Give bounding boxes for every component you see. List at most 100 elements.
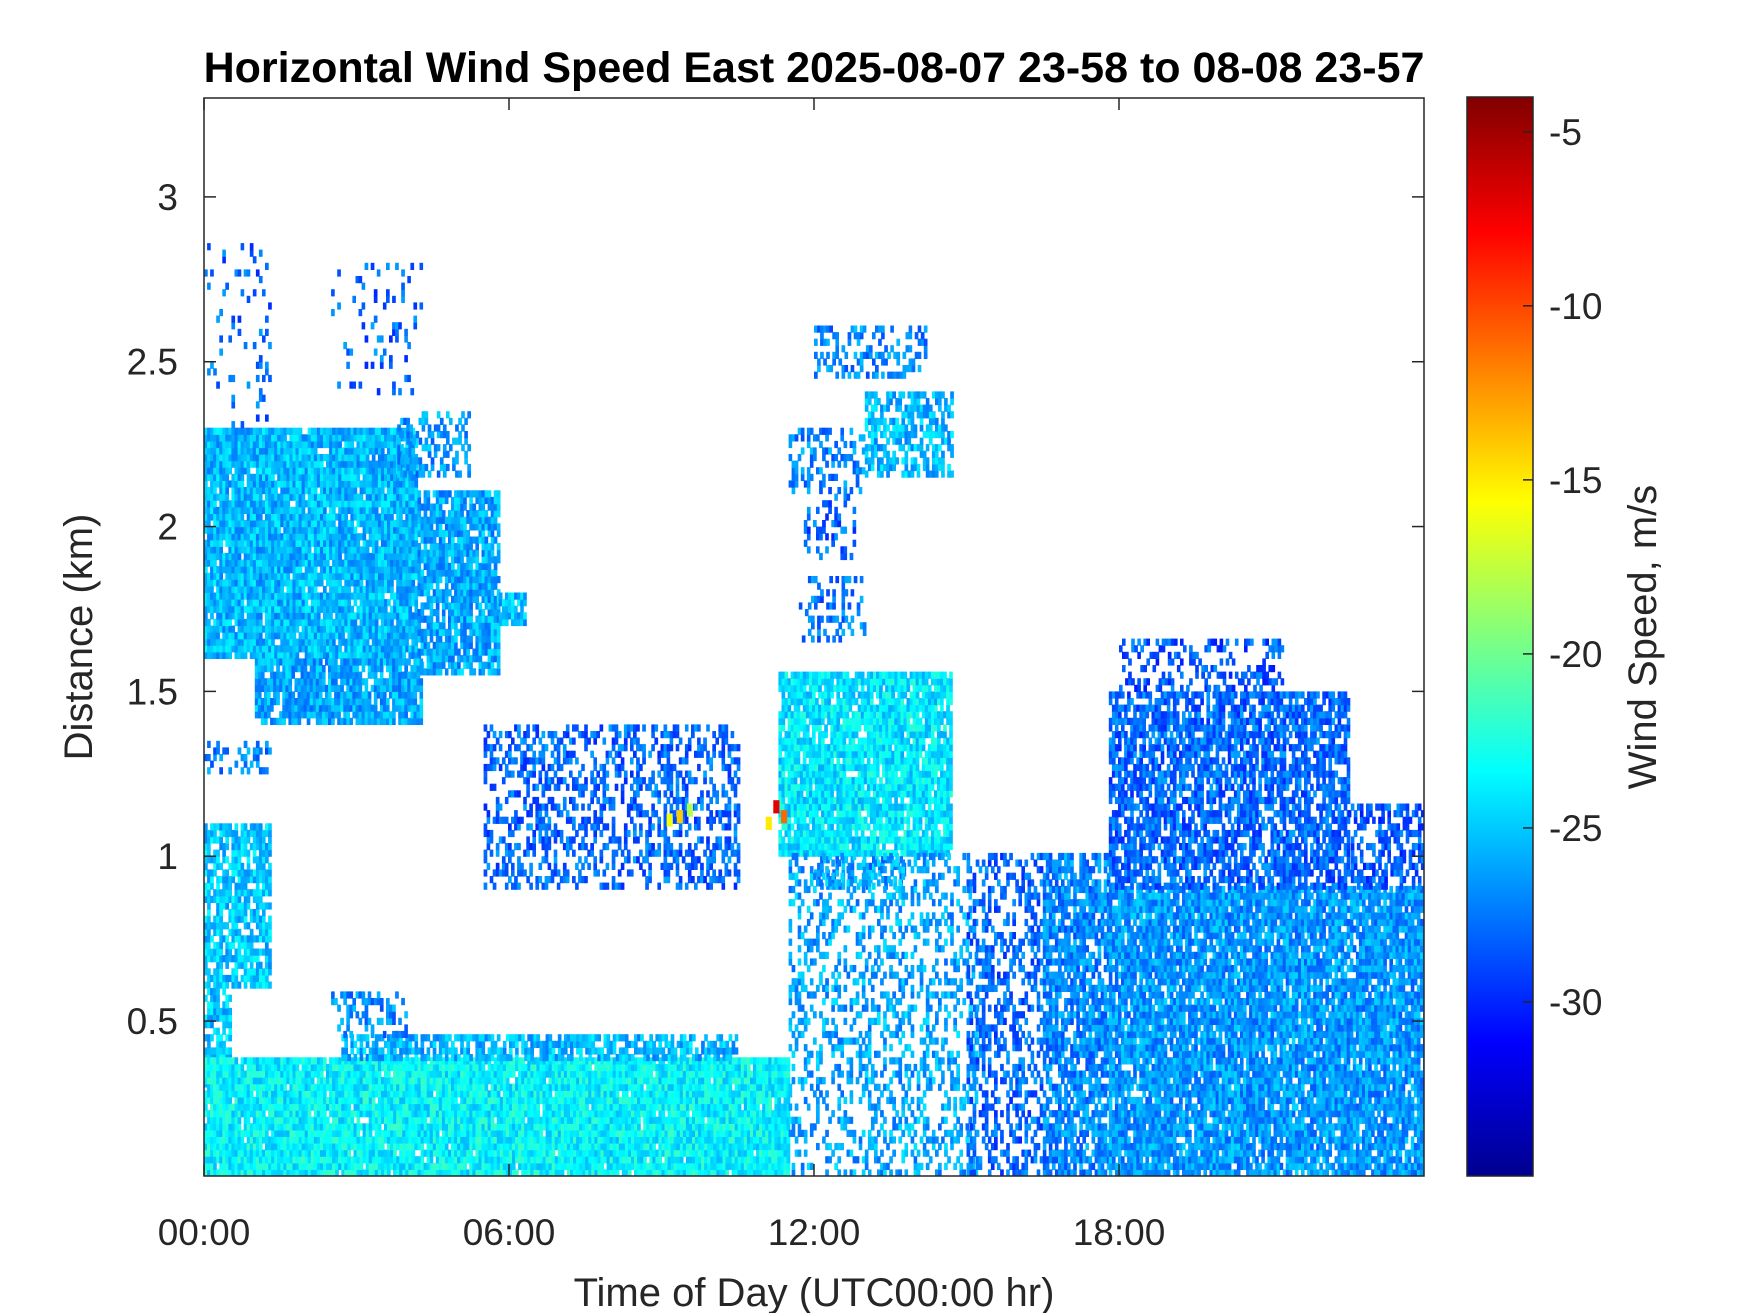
heatmap-cell [295, 612, 300, 620]
heatmap-cell [246, 955, 251, 963]
heatmap-cell [370, 322, 375, 330]
heatmap-cell [231, 552, 236, 561]
heatmap-cell [237, 427, 242, 435]
heatmap-cell [207, 460, 211, 468]
heatmap-cell [496, 556, 501, 564]
heatmap-cell [365, 579, 370, 587]
heatmap-cell [286, 460, 291, 468]
heatmap-cell [274, 533, 278, 541]
heatmap-cell [359, 618, 364, 627]
heatmap-cell [356, 513, 361, 521]
heatmap-cell [457, 549, 461, 557]
heatmap-cell [326, 427, 330, 435]
heatmap-cell [213, 427, 217, 435]
heatmap-cell [393, 612, 397, 620]
heatmap-cell [451, 569, 455, 577]
heatmap-cell [353, 533, 358, 541]
heatmap-cell [396, 645, 400, 653]
heatmap-cell [258, 585, 263, 594]
heatmap-cell [411, 520, 416, 528]
heatmap-cell [392, 717, 396, 725]
heatmap-cell [255, 454, 260, 462]
heatmap-cell [373, 295, 378, 303]
heatmap-cell [204, 559, 208, 567]
heatmap-cell [234, 526, 239, 534]
heatmap-cell [429, 628, 434, 636]
heatmap-cell [423, 628, 428, 636]
heatmap-cell [310, 605, 315, 613]
heatmap-cell [429, 668, 434, 676]
heatmap-cell [213, 546, 217, 554]
heatmap-cell [228, 447, 232, 455]
heatmap-cell [326, 467, 330, 475]
heatmap-cell [225, 856, 229, 864]
heatmap-cell [377, 559, 382, 567]
heatmap-cell [424, 444, 429, 452]
heatmap-cell [344, 638, 348, 646]
heatmap-cell [396, 539, 400, 547]
heatmap-cell [304, 539, 309, 547]
heatmap-cell [393, 566, 397, 574]
heatmap-cell [265, 513, 269, 521]
heatmap-cell [243, 981, 248, 989]
heatmap-cell [411, 566, 416, 574]
heatmap-cell [304, 520, 309, 528]
heatmap-cell [414, 440, 419, 449]
heatmap-cell [328, 691, 332, 699]
heatmap-cell [329, 625, 333, 633]
heatmap-cell [277, 539, 281, 547]
heatmap-cell [271, 460, 275, 468]
heatmap-cell [387, 447, 391, 455]
heatmap-cell [207, 585, 211, 594]
heatmap-cell [350, 500, 355, 508]
heatmap-cell [374, 638, 379, 646]
heatmap-cell [301, 632, 306, 640]
heatmap-cell [328, 678, 332, 686]
heatmap-cell [371, 506, 376, 514]
heatmap-cell [274, 612, 278, 620]
heatmap-cell [292, 487, 297, 495]
heatmap-cell [457, 529, 461, 538]
heatmap-cell [304, 651, 309, 659]
heatmap-cell [424, 417, 429, 425]
heatmap-cell [408, 440, 413, 449]
heatmap-cell [435, 648, 440, 656]
heatmap-cell [379, 665, 384, 673]
heatmap-cell [334, 698, 338, 706]
heatmap-cell [292, 526, 297, 534]
heatmap-cell [329, 579, 333, 587]
heatmap-cell [419, 717, 424, 725]
heatmap-cell [408, 579, 413, 587]
heatmap-cell [268, 473, 272, 481]
heatmap-cell [265, 974, 269, 983]
heatmap-cell [268, 546, 272, 554]
heatmap-cell [274, 526, 278, 534]
heatmap-cell [237, 585, 242, 594]
heatmap-cell [374, 500, 379, 508]
heatmap-cell [265, 612, 269, 620]
heatmap-cell [252, 592, 257, 600]
heatmap-cell [292, 473, 297, 481]
heatmap-cell [426, 569, 431, 577]
heatmap-cell [225, 1001, 229, 1009]
heatmap-cell [435, 668, 440, 676]
heatmap-cell [237, 315, 242, 323]
heatmap-cell [237, 526, 242, 534]
heatmap-cell [240, 849, 245, 857]
heatmap-cell [280, 454, 284, 462]
heatmap-cell [304, 612, 309, 620]
heatmap-cell [457, 490, 461, 498]
heatmap-cell [365, 467, 370, 475]
heatmap-cell [338, 520, 342, 528]
heatmap-cell [328, 671, 332, 679]
heatmap-cell [377, 638, 382, 646]
heatmap-cell [382, 348, 387, 356]
heatmap-cell [390, 454, 394, 462]
heatmap-cell [255, 513, 260, 521]
heatmap-cell [419, 698, 424, 706]
heatmap-cell [380, 625, 385, 633]
heatmap-cell [283, 632, 287, 640]
heatmap-cell [332, 645, 336, 653]
heatmap-cell [441, 549, 446, 557]
heatmap-cell [335, 493, 339, 501]
